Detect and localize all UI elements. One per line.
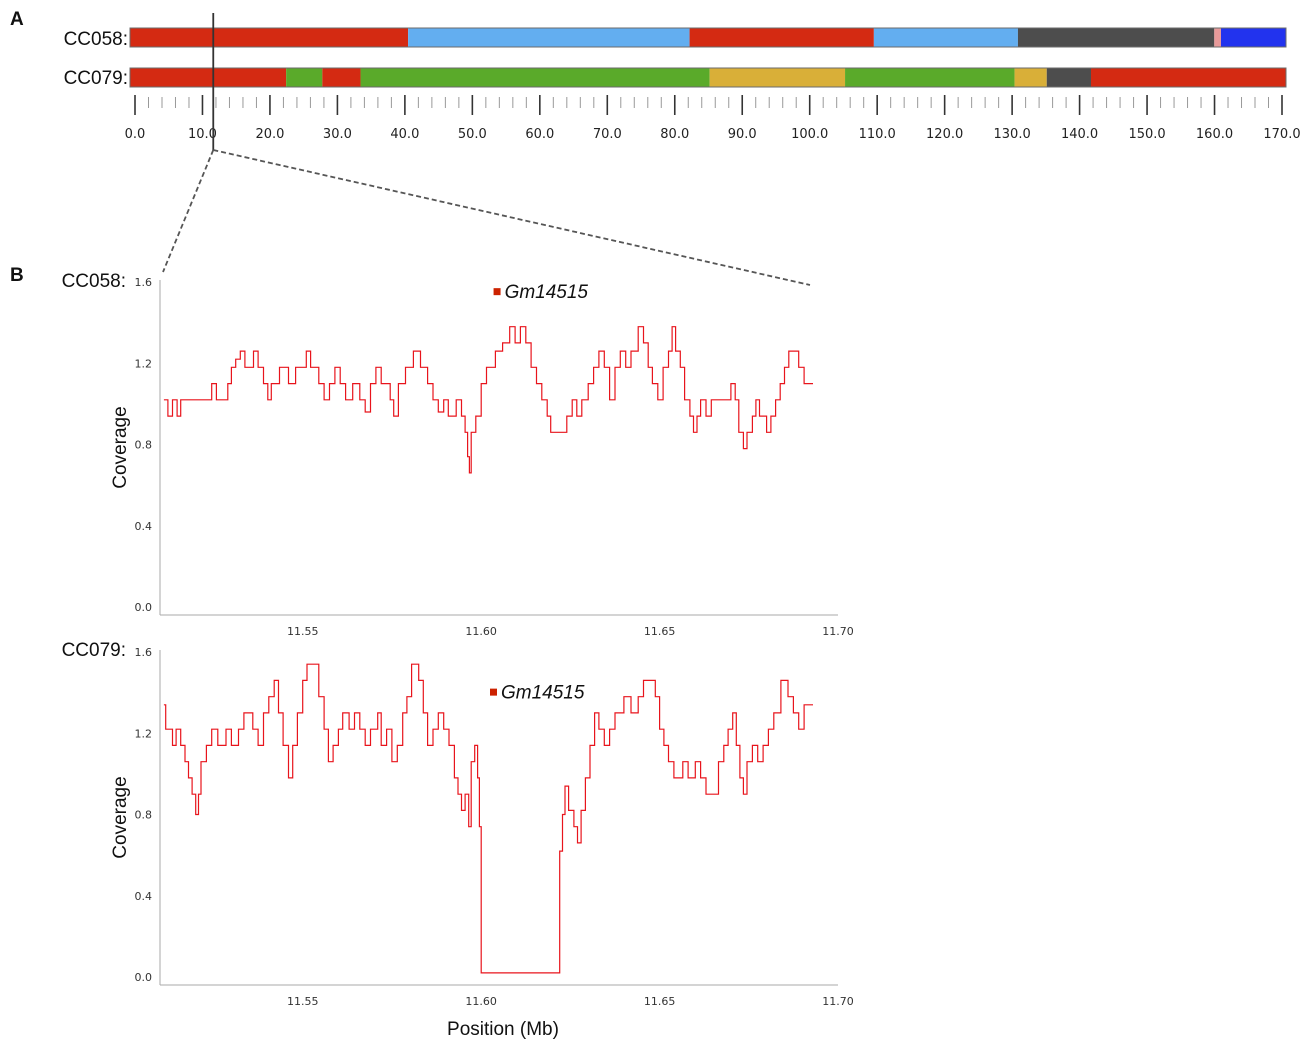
x-tick-label: 11.65 xyxy=(644,995,676,1008)
haplotype-segment xyxy=(1090,68,1286,87)
coverage-plot-cc079: 0.0 0.4 0.8 1.2 1.6 11.55 11.60 11.65 11.70 Cover… xyxy=(110,646,854,1008)
ruler-tick-label: 20.0 xyxy=(255,127,284,142)
chromosome-outline xyxy=(129,27,1287,48)
y-axis-title: Coverage xyxy=(110,406,131,488)
panel-label-b: B xyxy=(10,265,24,286)
ruler-tick-label: 70.0 xyxy=(593,127,622,142)
y-axis-title: Coverage xyxy=(110,776,131,858)
y-tick-label: 0.0 xyxy=(135,971,153,984)
haplotype-segment xyxy=(689,28,874,47)
zoom-dashed-line-left xyxy=(162,149,215,273)
y-tick-label: 1.6 xyxy=(135,276,153,289)
x-tick-label: 11.55 xyxy=(287,625,319,638)
coverage-label-cc058: CC058: xyxy=(62,271,126,292)
coverage-line xyxy=(163,326,813,474)
haplotype-segment xyxy=(1046,68,1091,87)
x-tick-label: 11.60 xyxy=(465,625,497,638)
gene-marker xyxy=(490,688,497,696)
y-tick-label: 1.2 xyxy=(135,357,153,370)
haplotype-segment xyxy=(709,68,846,87)
ruler-tick-label: 150.0 xyxy=(1128,127,1165,142)
x-tick-label: 11.70 xyxy=(822,995,854,1008)
haplotype-segment xyxy=(286,68,323,87)
strain-label-cc058: CC058: xyxy=(64,29,128,50)
y-tick-label: 0.4 xyxy=(135,890,153,903)
haplotype-segment xyxy=(1214,28,1221,47)
ruler-tick-label: 50.0 xyxy=(458,127,487,142)
strain-label-cc079: CC079: xyxy=(64,68,128,89)
ruler-tick-label: 90.0 xyxy=(728,127,757,142)
ruler-tick-label: 130.0 xyxy=(994,127,1031,142)
ruler-tick-label: 120.0 xyxy=(926,127,963,142)
y-tick-label: 0.4 xyxy=(135,520,153,533)
ruler-tick-label: 80.0 xyxy=(660,127,689,142)
gene-marker xyxy=(493,288,501,296)
haplotype-segment xyxy=(1017,28,1215,47)
zoom-indicator xyxy=(162,13,811,286)
y-tick-label: 0.0 xyxy=(135,601,153,614)
haplotype-segment xyxy=(360,68,710,87)
y-tick-label: 0.8 xyxy=(135,439,153,452)
gene-label: Gm14515 xyxy=(505,282,589,303)
ruler-tick-label: 10.0 xyxy=(188,127,217,142)
chromosome-outline xyxy=(129,67,1287,88)
x-tick-label: 11.70 xyxy=(822,625,854,638)
haplotype-segment xyxy=(1220,28,1286,47)
chromosome-bars xyxy=(129,27,1287,88)
haplotype-segment xyxy=(1014,68,1047,87)
y-tick-label: 0.8 xyxy=(135,809,153,822)
haplotype-segment xyxy=(845,68,1015,87)
coverage-plot-cc058: 0.0 0.4 0.8 1.2 1.6 11.55 11.60 11.65 11.70 Cover… xyxy=(110,276,854,638)
panel-label-a: A xyxy=(10,9,24,30)
ruler-tick-label: 140.0 xyxy=(1061,127,1098,142)
gene-label: Gm14515 xyxy=(501,683,585,704)
x-tick-label: 11.55 xyxy=(287,995,319,1008)
y-tick-label: 1.6 xyxy=(135,646,153,659)
ruler-tick-label: 60.0 xyxy=(525,127,554,142)
ruler-tick-label: 110.0 xyxy=(859,127,896,142)
coverage-label-cc079: CC079: xyxy=(62,640,126,661)
chromosome-axis: 0.0 10.0 20.0 30.0 40.0 50.0 60.0 70.0 80.0 90.0 1… xyxy=(125,95,1301,142)
x-tick-label: 11.60 xyxy=(465,995,497,1008)
haplotype-segment xyxy=(408,28,690,47)
ruler-tick-label: 40.0 xyxy=(390,127,419,142)
haplotype-segment xyxy=(130,68,287,87)
x-tick-label: 11.65 xyxy=(644,625,676,638)
ruler-tick-label: 170.0 xyxy=(1263,127,1300,142)
haplotype-segment xyxy=(130,28,409,47)
haplotype-segment xyxy=(873,28,1018,47)
x-axis-title: Position (Mb) xyxy=(447,1019,559,1040)
y-tick-label: 1.2 xyxy=(135,727,153,740)
ruler-tick-label: 160.0 xyxy=(1196,127,1233,142)
coverage-line xyxy=(163,663,813,974)
zoom-dashed-line-right xyxy=(213,149,811,286)
ruler-tick-label: 0.0 xyxy=(125,127,146,142)
ruler-tick-label: 100.0 xyxy=(791,127,828,142)
haplotype-segment xyxy=(322,68,361,87)
ruler-tick-label: 30.0 xyxy=(323,127,352,142)
